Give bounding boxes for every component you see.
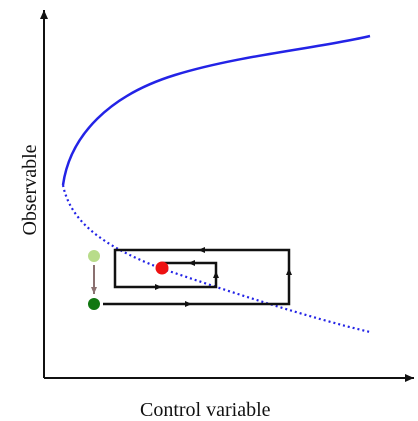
start-state-dot bbox=[88, 298, 100, 310]
y-axis-title: Observable bbox=[19, 144, 41, 236]
unstable-branch-curve bbox=[61, 184, 371, 334]
stable-branch-curve bbox=[61, 34, 371, 186]
current-state-dot bbox=[155, 261, 169, 275]
x-axis-title: Control variable bbox=[140, 399, 271, 421]
outer-loop-path bbox=[103, 248, 291, 306]
previous-state-dot bbox=[88, 250, 100, 262]
